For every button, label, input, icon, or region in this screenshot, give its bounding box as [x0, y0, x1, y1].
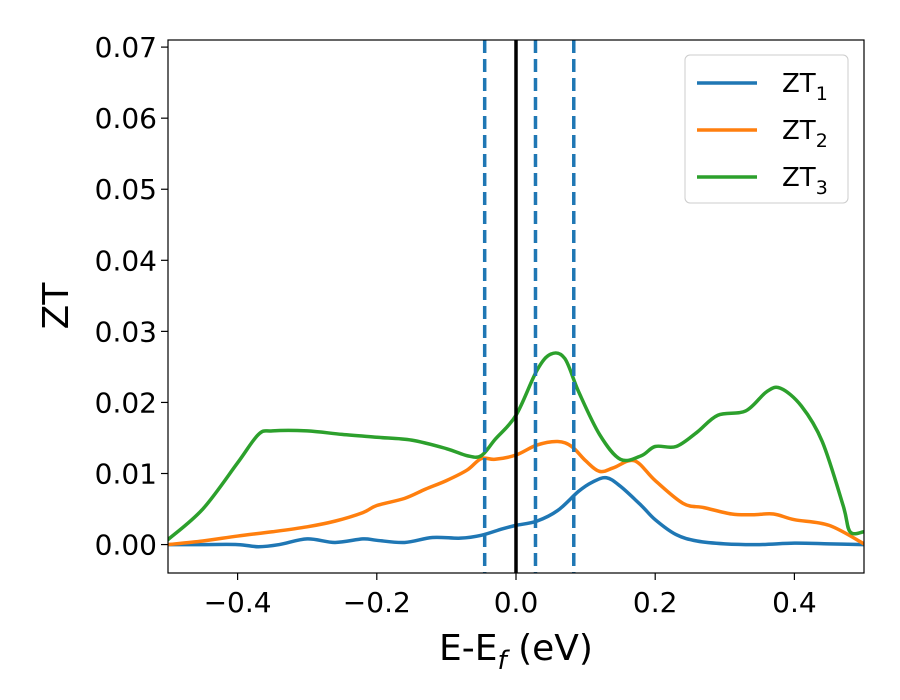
series-line-zt3 [168, 351, 864, 542]
x-axis-label: E-Ef (eV) [439, 628, 593, 676]
x-tick-label: 0.0 [494, 586, 539, 619]
x-tick-label: 0.4 [772, 586, 817, 619]
y-tick-label: 0.06 [95, 102, 157, 135]
y-axis: 0.00 0.01 0.02 0.03 0.04 0.05 0.06 0.07 [95, 31, 168, 562]
legend-box [684, 54, 849, 204]
y-tick-label: 0.07 [95, 31, 157, 64]
y-tick-label: 0.03 [95, 315, 157, 348]
y-tick-label: 0.04 [95, 244, 157, 277]
x-axis-label-unit: (eV) [507, 628, 593, 669]
reference-lines [482, 40, 576, 573]
y-axis-label: ZT [36, 282, 77, 330]
y-tick-label: 0.01 [95, 458, 157, 491]
x-tick-label: −0.4 [204, 586, 272, 619]
y-tick-label: 0.00 [95, 529, 157, 562]
x-axis: −0.4 −0.2 0.0 0.2 0.4 [204, 573, 817, 619]
series-line-zt1 [168, 475, 864, 549]
x-axis-label-main: E-E [439, 628, 497, 669]
legend: ZT1 ZT2 ZT3 [684, 54, 849, 204]
legend-label-zt2: ZT2 [782, 116, 828, 152]
x-tick-label: 0.2 [633, 586, 678, 619]
legend-label-zt1: ZT1 [782, 69, 828, 105]
x-tick-label: −0.2 [343, 586, 411, 619]
legend-label-zt3: ZT3 [782, 163, 828, 199]
y-tick-label: 0.05 [95, 173, 157, 206]
y-tick-label: 0.02 [95, 386, 157, 419]
